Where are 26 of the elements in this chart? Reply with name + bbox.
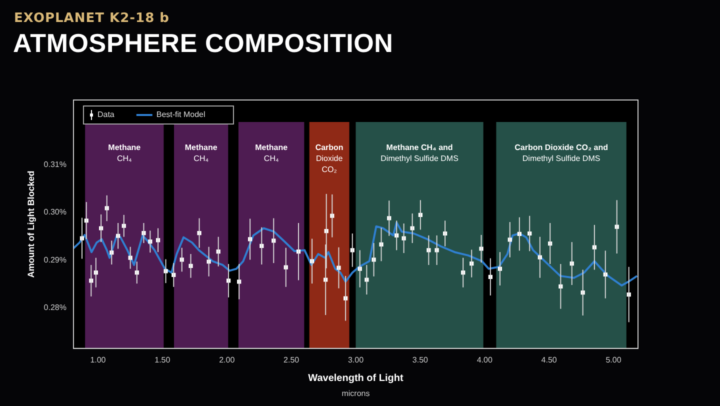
y-axis-title: Amount of Light Blocked bbox=[26, 170, 36, 278]
y-tick-label: 0.31% bbox=[44, 160, 66, 170]
band-label: Methane CH₄ bbox=[255, 143, 288, 163]
x-tick-label: 4.00 bbox=[476, 355, 493, 364]
y-tick-label: 0.29% bbox=[44, 255, 66, 264]
x-tick-label: 3.00 bbox=[348, 355, 364, 364]
band-label: Methane CH₄ bbox=[184, 143, 218, 163]
x-axis-title: Wavelength of Light bbox=[308, 372, 404, 384]
y-tick-label: 0.28% bbox=[44, 303, 66, 312]
x-tick-label: 3.50 bbox=[412, 355, 429, 364]
legend-label: Best-fit Model bbox=[156, 110, 206, 120]
x-tick-label: 2.00 bbox=[219, 355, 236, 364]
band-label: Methane CH₄ bbox=[108, 143, 142, 163]
x-tick-label: 5.00 bbox=[606, 355, 622, 364]
x-tick-label: 2.50 bbox=[284, 355, 300, 364]
x-tick-label: 4.50 bbox=[541, 355, 558, 364]
band-label: Methane CH₄ and Dimethyl Sulfide DMS bbox=[380, 143, 458, 163]
y-tick-label: 0.30% bbox=[44, 208, 66, 217]
legend-label: Data bbox=[97, 110, 115, 120]
text: microns bbox=[342, 389, 370, 398]
band-label: Carbon Dioxide CO₂ and Dimethyl Sulfide DMS bbox=[514, 143, 608, 163]
band-label: Carbon Dioxide CO₂ bbox=[315, 143, 344, 174]
chart-subtitle: EXOPLANET K2-18 b bbox=[14, 11, 170, 26]
chart-title: ATMOSPHERE COMPOSITION bbox=[13, 28, 394, 59]
x-tick-label: 1.00 bbox=[90, 355, 106, 364]
x-tick-label: 1.50 bbox=[154, 355, 171, 364]
